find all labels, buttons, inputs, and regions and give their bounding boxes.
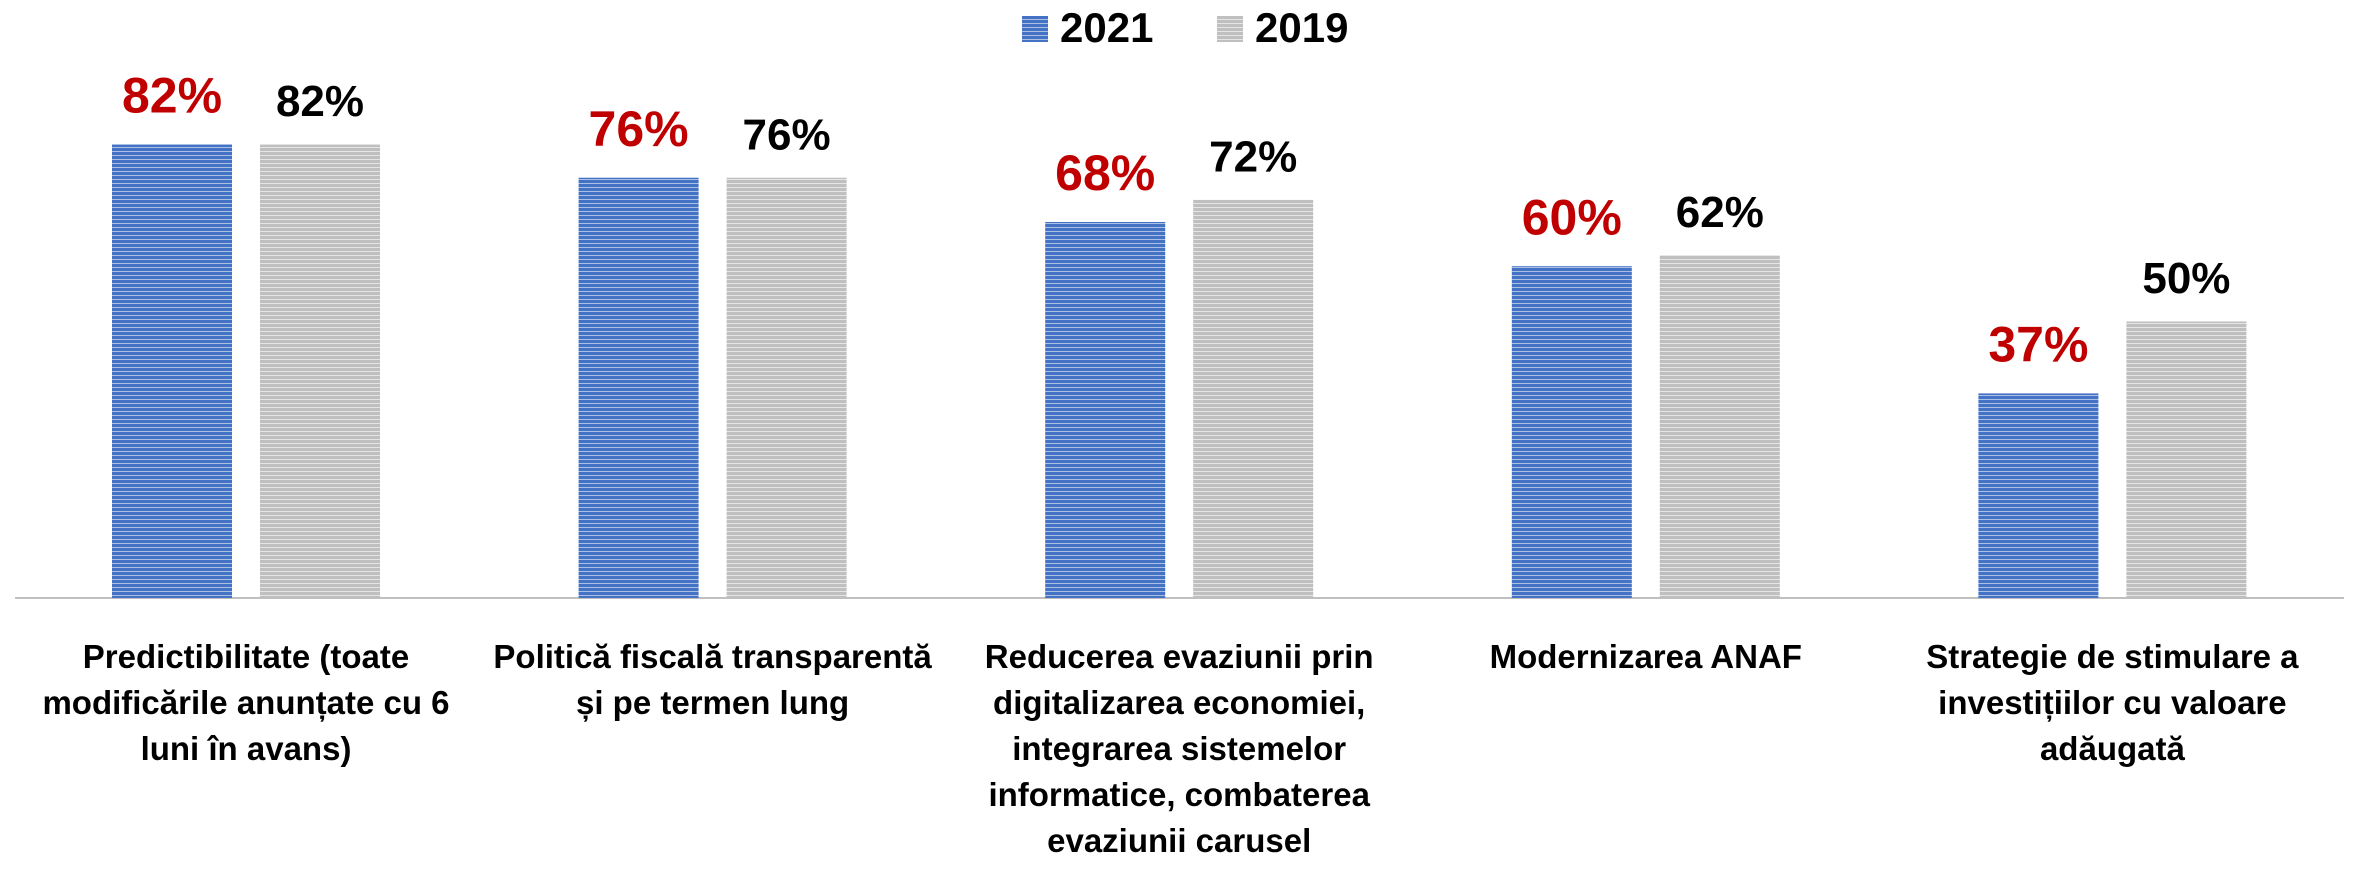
value-label: 68%: [1055, 145, 1155, 201]
x-tick-label: Strategie de stimulare a investițiilor c…: [1926, 638, 2299, 767]
value-label: 82%: [122, 68, 222, 124]
value-label: 76%: [743, 110, 831, 159]
bar: [1659, 255, 1780, 598]
bar: [1978, 393, 2099, 598]
value-label: 82%: [276, 77, 364, 126]
bar: [726, 177, 847, 598]
bar: [260, 144, 380, 599]
legend-label: 2021: [1060, 4, 1153, 51]
value-label: 76%: [589, 101, 689, 157]
legend-swatch: [1217, 16, 1243, 42]
x-tick-label: Politică fiscală transparentă și pe term…: [493, 638, 932, 721]
value-label: 37%: [1988, 317, 2088, 373]
bar: [578, 177, 699, 598]
bar: [1193, 199, 1314, 598]
bar: [2126, 321, 2247, 598]
x-tick-label: Modernizarea ANAF: [1489, 638, 1802, 675]
value-label: 50%: [2142, 254, 2230, 303]
legend-swatch: [1022, 16, 1048, 42]
legend-label: 2019: [1255, 4, 1348, 51]
bar: [1045, 221, 1166, 598]
bar: [1511, 266, 1632, 598]
value-label: 72%: [1209, 132, 1297, 181]
bar: [112, 144, 232, 599]
value-label: 60%: [1522, 189, 1622, 245]
x-tick-label: Predictibilitate (toate modificările anu…: [42, 638, 450, 767]
x-tick-label: Reducerea evaziunii prin digitalizarea e…: [984, 638, 1374, 859]
value-label: 62%: [1676, 188, 1764, 237]
